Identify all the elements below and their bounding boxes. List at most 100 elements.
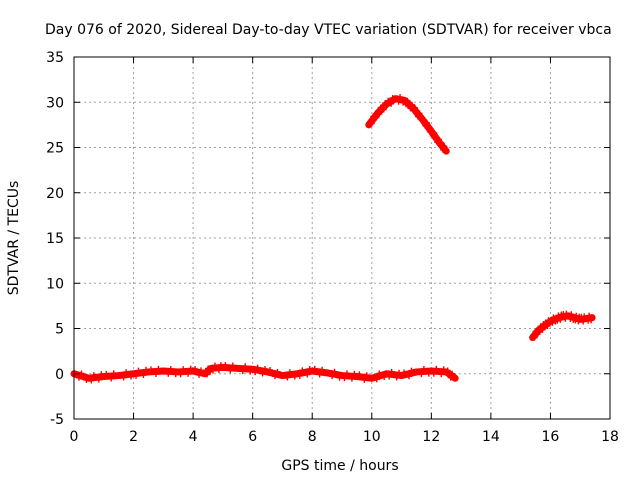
chart-title: Day 076 of 2020, Sidereal Day-to-day VTE… [45, 22, 612, 38]
x-tick-label: 8 [308, 429, 317, 445]
data-point [443, 148, 450, 155]
data-point [348, 375, 355, 382]
x-tick-label: 12 [422, 429, 440, 445]
data-point [209, 367, 216, 374]
data-point [568, 311, 575, 318]
data-point [140, 372, 147, 379]
data-point [252, 369, 259, 376]
data-point [530, 333, 537, 340]
data-point [95, 376, 102, 383]
series-2 [365, 94, 450, 155]
data-point [341, 375, 348, 382]
data-point [177, 371, 184, 378]
x-tick-label: 10 [363, 429, 381, 445]
data-point [284, 374, 291, 381]
x-axis-title: GPS time / hours [281, 458, 398, 474]
data-point [418, 371, 425, 378]
data-point [227, 367, 234, 374]
data-point [449, 370, 456, 377]
data-point [133, 372, 140, 379]
data-point [531, 334, 538, 341]
data-point [373, 376, 380, 383]
y-tick-label: 35 [46, 50, 64, 66]
data-point [393, 374, 400, 381]
data-point [380, 106, 387, 113]
data-point [406, 373, 412, 380]
data-point [267, 367, 274, 374]
data-point [120, 374, 127, 381]
data-point [554, 317, 561, 324]
data-point [589, 314, 596, 321]
data-point [539, 326, 546, 333]
data-point [88, 377, 95, 384]
x-tick-label: 18 [601, 429, 619, 445]
x-tick-label: 4 [189, 429, 198, 445]
label-layer: 0 2 4 6 8 10 12 14 16 18 -5 0 5 10 15 20 25 30 35 [46, 50, 619, 445]
tick-layer [73, 56, 611, 420]
data-point [544, 323, 551, 330]
data-point [386, 373, 393, 380]
data-point [80, 373, 87, 380]
data-point [304, 371, 311, 378]
data-point [452, 375, 459, 382]
data-point [296, 372, 303, 379]
y-tick-label: 0 [55, 367, 64, 383]
data-point [269, 370, 276, 377]
data-point [108, 375, 115, 382]
data-point [239, 368, 246, 375]
data-point [557, 316, 564, 323]
data-point [329, 373, 336, 380]
data-point [441, 143, 448, 150]
y-tick-label: 10 [46, 276, 64, 292]
x-tick-label: 6 [248, 429, 257, 445]
data-point [388, 100, 395, 107]
data-point [431, 129, 438, 136]
data-point [430, 370, 437, 377]
data-point [152, 370, 159, 377]
data-point [259, 370, 266, 377]
data-point [423, 119, 430, 126]
data-point [274, 368, 281, 375]
y-axis-title: SDTVAR / TECUs [6, 181, 22, 296]
data-point [408, 101, 415, 108]
y-tick-label: -5 [50, 412, 64, 428]
data-point [272, 373, 278, 380]
data-point [442, 146, 449, 153]
data-layer [70, 94, 596, 384]
x-tick-label: 0 [70, 429, 79, 445]
grid-layer [74, 57, 610, 419]
y-tick-label: 25 [46, 141, 64, 157]
data-point [196, 371, 203, 378]
data-point [573, 312, 580, 319]
data-point [373, 114, 380, 121]
data-point [316, 371, 323, 378]
data-point [376, 111, 383, 118]
y-tick-label: 20 [46, 186, 64, 202]
data-point [165, 370, 172, 377]
data-point [398, 372, 405, 379]
data-point [404, 97, 411, 104]
data-point [438, 139, 445, 146]
data-point [435, 136, 442, 143]
y-tick-label: 30 [46, 95, 64, 111]
series-3 [529, 310, 596, 342]
data-point [438, 371, 445, 378]
x-tick-label: 2 [129, 429, 138, 445]
data-point [416, 110, 423, 117]
data-point [75, 374, 82, 381]
data-point [361, 376, 368, 383]
x-tick-label: 16 [542, 429, 560, 445]
data-point [204, 371, 211, 378]
data-point [185, 370, 192, 377]
data-point [215, 367, 222, 374]
data-point [368, 120, 375, 127]
series-1 [70, 362, 459, 384]
x-tick-label: 14 [482, 429, 500, 445]
data-point [411, 104, 418, 111]
y-tick-label: 15 [46, 231, 64, 247]
data-point [444, 367, 451, 374]
data-point [206, 368, 213, 375]
data-point [414, 113, 421, 120]
